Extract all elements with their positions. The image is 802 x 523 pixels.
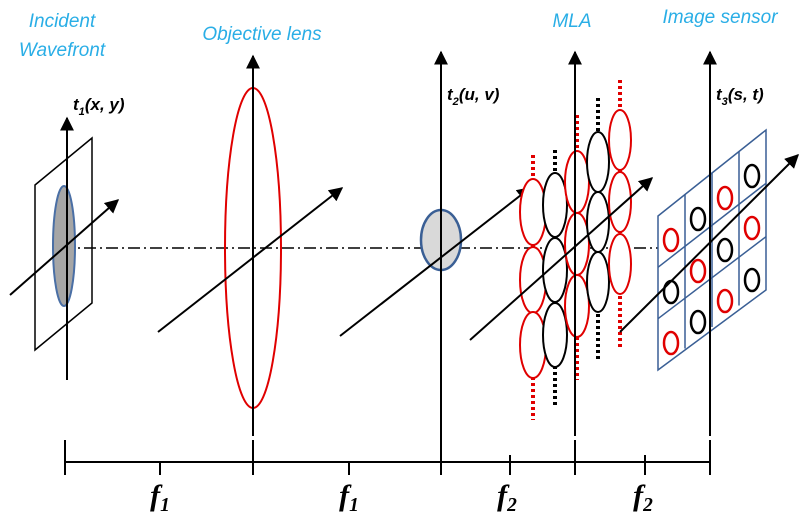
label-image-sensor: Image sensor bbox=[662, 7, 778, 28]
distance-label: f2 bbox=[633, 479, 653, 516]
intermediate-plane bbox=[339, 50, 532, 440]
label-objective-lens: Objective lens bbox=[202, 24, 322, 45]
subscript: 2 bbox=[506, 495, 517, 516]
symbol: t bbox=[73, 95, 80, 114]
label-incident: Incident bbox=[29, 11, 96, 32]
subscript: 2 bbox=[642, 495, 653, 516]
micro-lens-array bbox=[469, 50, 654, 436]
plane-coordinate: t1(x, y) bbox=[73, 95, 125, 118]
subscript: 1 bbox=[160, 495, 170, 516]
subscript: 3 bbox=[722, 96, 729, 108]
args: (u, v) bbox=[459, 85, 500, 104]
label-mla: MLA bbox=[552, 11, 591, 32]
distance-scale bbox=[64, 440, 711, 475]
distance-label: f1 bbox=[150, 479, 170, 516]
args: (s, t) bbox=[728, 85, 764, 104]
distance-label: f2 bbox=[497, 479, 517, 516]
symbol: f bbox=[150, 479, 163, 512]
symbol: t bbox=[716, 85, 723, 104]
symbol: f bbox=[497, 479, 510, 512]
label-wavefront: Wavefront bbox=[19, 40, 106, 61]
symbol: f bbox=[633, 479, 646, 512]
subscript: 1 bbox=[349, 495, 359, 516]
subscript: 1 bbox=[79, 106, 85, 118]
image-sensor bbox=[619, 50, 799, 436]
plane-coordinate: t2(u, v) bbox=[447, 85, 500, 108]
symbol: t bbox=[447, 85, 454, 104]
objective-lens bbox=[157, 54, 344, 436]
distance-label: f1 bbox=[339, 479, 359, 516]
plane-coordinate: t3(s, t) bbox=[716, 85, 764, 108]
args: (x, y) bbox=[85, 95, 125, 114]
symbol: f bbox=[339, 479, 352, 512]
subscript: 2 bbox=[452, 96, 460, 108]
incident-plane bbox=[9, 116, 120, 380]
